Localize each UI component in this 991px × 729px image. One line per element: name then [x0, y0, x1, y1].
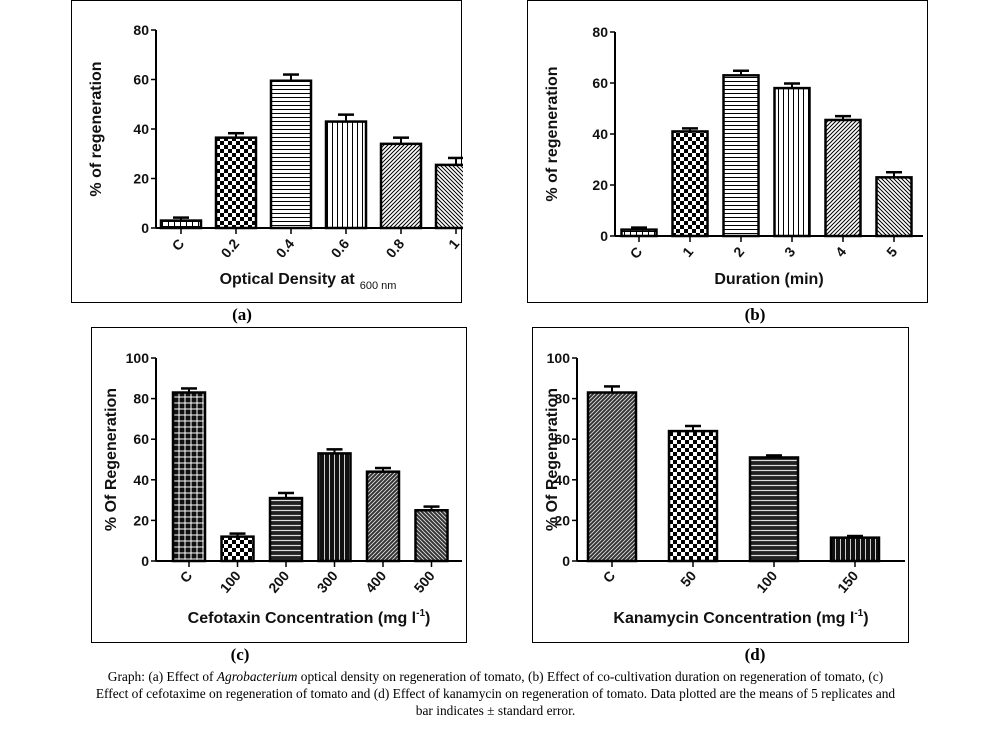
caption-line-3: bar indicates ± standard error. — [415, 703, 576, 718]
bar-c-1 — [220, 535, 255, 563]
x-tick-label: 0.6 — [328, 235, 353, 260]
bar-a-5 — [434, 163, 463, 230]
y-tick-label: 100 — [126, 350, 150, 366]
x-tick-label: 1 — [679, 243, 696, 259]
panel-label-a: (a) — [232, 305, 252, 324]
y-axis-label: % Of Regeneration — [103, 388, 120, 531]
x-tick-label: 1 — [445, 235, 462, 251]
x-tick-label: 0.2 — [218, 235, 243, 260]
x-axis-label: Kanamycin Concentration (mg l-1) — [613, 608, 868, 627]
x-tick-label: 5 — [883, 243, 900, 259]
caption-line-2: Effect of cefotaxime on regeneration of … — [95, 686, 896, 701]
bar-d-1 — [667, 429, 719, 563]
bar-a-4 — [379, 142, 423, 230]
bar-a-3 — [324, 120, 368, 230]
bar-c-2 — [268, 496, 304, 563]
y-tick-label: 40 — [133, 472, 149, 488]
chart-svg-b: 0 20 40 60 80 % of regeneration C 1 2 3 4 5 Duration… — [544, 24, 923, 288]
bar-a-1 — [214, 136, 258, 230]
y-tick-label: 20 — [592, 177, 608, 193]
x-tick-label: 3 — [781, 243, 798, 259]
y-tick-label: 60 — [554, 431, 570, 447]
chart-panel-a: 0 20 40 60 80 % of regeneration C 0.2 0.4 0.6 0.8 1… — [71, 0, 463, 303]
y-tick-label: 80 — [554, 391, 570, 407]
chart-svg-d: 0 20 40 60 80 100 % Of Regeneration C 50 100 150 Ka… — [544, 350, 905, 627]
x-tick-label: 100 — [753, 567, 780, 595]
bar-d-3 — [829, 536, 881, 563]
y-tick-label: 80 — [133, 22, 149, 38]
panel-label-c: (c) — [230, 645, 250, 664]
x-axis-label: Duration (min) — [714, 271, 823, 288]
x-tick-label: C — [177, 568, 196, 586]
x-tick-label: 200 — [265, 567, 292, 595]
x-tick-label: 300 — [314, 567, 341, 595]
y-axis-label: % Of Regeneration — [544, 388, 561, 531]
y-tick-label: 0 — [600, 228, 608, 244]
bar-b-2 — [722, 74, 760, 238]
y-tick-label: 0 — [141, 553, 149, 569]
chart-svg-c: 0 20 40 60 80 100 % Of Regeneration C 100 200 300 4… — [103, 350, 462, 627]
bar-b-5 — [875, 176, 913, 238]
bar-c-5 — [414, 509, 449, 563]
x-tick-label: 100 — [217, 567, 244, 595]
y-axis-label: % of regeneration — [544, 66, 561, 201]
y-tick-label: 60 — [133, 431, 149, 447]
bar-a-0 — [159, 219, 203, 230]
y-tick-label: 60 — [133, 72, 149, 88]
y-tick-label: 80 — [592, 24, 608, 40]
bar-b-0 — [620, 228, 658, 238]
y-tick-label: 0 — [141, 220, 149, 236]
y-tick-label: 20 — [554, 512, 570, 528]
caption-prefix: Graph: (a) Effect of — [107, 669, 217, 684]
bar-c-4 — [365, 470, 401, 563]
bar-c-3 — [317, 452, 352, 563]
x-tick-label: 500 — [411, 567, 438, 595]
bar-b-4 — [824, 118, 862, 238]
caption-line-1-rest: optical density on regeneration of tomat… — [297, 669, 884, 684]
chart-panel-d: 0 20 40 60 80 100 % Of Regeneration C 50 100 150 Ka… — [532, 327, 909, 643]
x-tick-label: 0.4 — [273, 235, 298, 260]
bar-d-2 — [748, 456, 800, 563]
bar-b-1 — [671, 130, 709, 238]
x-tick-label: 2 — [730, 243, 747, 259]
caption-italic-term: Agrobacterium — [216, 669, 298, 684]
x-tick-label: 150 — [834, 567, 861, 595]
x-tick-label: 0.8 — [383, 235, 408, 260]
x-axis-label: Cefotaxin Concentration (mg l-1) — [188, 608, 431, 627]
bar-b-3 — [773, 86, 811, 238]
chart-svg-a: 0 20 40 60 80 % of regeneration C 0.2 0.4 0.6 0.8 1… — [88, 22, 463, 292]
panel-label-d: (d) — [744, 645, 766, 664]
y-tick-label: 40 — [133, 121, 149, 137]
x-tick-label: C — [600, 568, 619, 586]
y-axis-label: % of regeneration — [88, 61, 105, 196]
x-tick-label: 4 — [832, 243, 849, 259]
y-tick-label: 40 — [554, 472, 570, 488]
chart-panel-b: 0 20 40 60 80 % of regeneration C 1 2 3 4 5 Duration… — [527, 0, 928, 303]
y-tick-label: 0 — [562, 553, 570, 569]
caption-line-1: Graph: (a) Effect of Agrobacterium optic… — [0, 668, 991, 685]
bar-a-2 — [269, 79, 313, 230]
x-tick-label: 400 — [362, 567, 389, 595]
y-tick-label: 40 — [592, 126, 608, 142]
chart-panel-c: 0 20 40 60 80 100 % Of Regeneration C 100 200 300 4… — [91, 327, 467, 643]
y-tick-label: 60 — [592, 75, 608, 91]
figure-caption: Graph: (a) Effect of Agrobacterium optic… — [0, 668, 991, 719]
x-tick-label: C — [627, 244, 646, 262]
y-tick-label: 20 — [133, 512, 149, 528]
y-tick-label: 80 — [133, 391, 149, 407]
x-tick-label: C — [169, 236, 188, 254]
bar-d-0 — [586, 391, 638, 563]
y-tick-label: 100 — [547, 350, 571, 366]
bar-c-0 — [171, 391, 207, 563]
panel-label-b: (b) — [744, 305, 766, 324]
x-axis-label: Optical Density at 600 nm — [220, 271, 397, 292]
y-tick-label: 20 — [133, 171, 149, 187]
x-tick-label: 50 — [677, 567, 699, 589]
